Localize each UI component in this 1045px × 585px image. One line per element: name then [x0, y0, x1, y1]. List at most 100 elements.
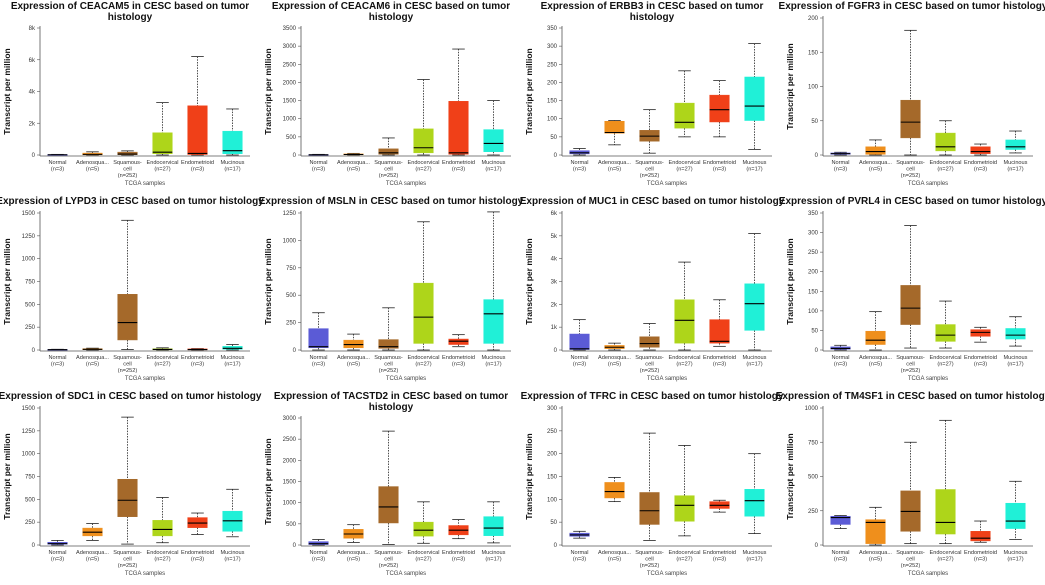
category-label-line: (n=3)	[191, 556, 204, 562]
category-label-line: (n=27)	[415, 166, 431, 172]
category-label: Endocervical (n=27)	[407, 160, 439, 172]
chart-title-line: histology	[369, 402, 414, 413]
y-axis-title: Transcript per million	[785, 238, 795, 324]
chart-panel: Expression of ERBB3 in CESC based on tum…	[522, 0, 783, 195]
y-tick-label: 0	[815, 543, 819, 549]
y-tick-label: 0	[293, 153, 297, 159]
chart-title-line: histology	[630, 12, 675, 23]
x-axis-title: TCGA samples	[125, 571, 165, 577]
category-label-line: (n=252)	[379, 173, 399, 179]
box-iqr	[674, 495, 695, 522]
category-label-line: (n=3)	[51, 361, 64, 367]
y-tick-label: 8k	[29, 26, 36, 32]
y-tick-label: 1500	[283, 480, 297, 486]
y-tick-label: 150	[547, 475, 558, 481]
y-tick-label: 2500	[283, 62, 297, 68]
y-tick-label: 1500	[22, 211, 36, 217]
category-label: Squamous-cell (n=252)	[635, 355, 664, 374]
box-iqr	[378, 486, 399, 524]
box-iqr	[674, 102, 695, 129]
category-label-line: (n=17)	[224, 361, 240, 367]
category-label-line: (n=252)	[640, 563, 660, 569]
y-tick-label: 2500	[283, 437, 297, 443]
box-iqr	[117, 478, 138, 517]
category-label-line: (n=5)	[869, 166, 882, 172]
category-label-line: Endocervical	[668, 355, 700, 361]
category-label-line: (n=27)	[676, 166, 692, 172]
category-label: Squamous-cell (n=252)	[896, 550, 925, 569]
y-tick-label: 0	[32, 543, 36, 549]
x-axis-title: TCGA samples	[386, 376, 426, 382]
chart-svg: Expression of CEACAM6 in CESC based on t…	[263, 1, 511, 187]
category-label: Adenosqua... (n=5)	[859, 355, 892, 367]
category-label: Endometrioid (n=3)	[442, 355, 475, 367]
y-tick-label: 750	[25, 280, 36, 286]
chart-title-line: Expression of LYPD3 in CESC based on tum…	[0, 196, 264, 207]
chart-svg: Expression of TM4SF1 in CESC based on tu…	[776, 391, 1045, 577]
y-tick-label: 2000	[283, 80, 297, 86]
category-label-line: Normal	[48, 160, 66, 166]
box-iqr	[970, 531, 991, 542]
box-iqr	[222, 130, 243, 154]
category-label-line: (n=3)	[713, 556, 726, 562]
category-label-line: Endocervical	[146, 160, 178, 166]
category-label-line: (n=252)	[118, 173, 138, 179]
y-tick-label: 250	[286, 321, 297, 327]
box-iqr	[639, 492, 660, 525]
x-axis-title: TCGA samples	[125, 376, 165, 382]
category-label-line: Squamous-	[896, 160, 925, 166]
chart-title: Expression of MSLN in CESC based on tumo…	[259, 196, 524, 207]
category-label-line: cell	[645, 166, 653, 172]
category-label-line: (n=17)	[746, 556, 762, 562]
y-tick-label: 1000	[283, 117, 297, 123]
category-label: Mucinous (n=17)	[221, 550, 245, 562]
category-label-line: Adenosqua...	[76, 160, 109, 166]
category-label-line: Squamous-	[635, 550, 664, 556]
category-label-line: (n=3)	[573, 556, 586, 562]
category-label-line: Mucinous	[743, 160, 767, 166]
box-iqr	[604, 121, 625, 134]
box-iqr	[413, 128, 434, 154]
y-tick-label: 200	[547, 80, 558, 86]
y-tick-label: 4k	[29, 90, 36, 96]
category-label: Endometrioid (n=3)	[964, 355, 997, 367]
y-tick-label: 0	[815, 153, 819, 159]
category-label-line: Mucinous	[482, 550, 506, 556]
chart-title: Expression of LYPD3 in CESC based on tum…	[0, 196, 264, 207]
category-label: Mucinous (n=17)	[221, 160, 245, 172]
box-iqr	[1005, 139, 1026, 150]
category-label: Endocervical (n=27)	[146, 160, 178, 172]
chart-svg: Expression of TFRC in CESC based on tumo…	[521, 391, 784, 577]
chart-title: Expression of TM4SF1 in CESC based on tu…	[776, 391, 1045, 402]
y-tick-label: 4k	[551, 257, 558, 263]
category-label-line: Endometrioid	[964, 550, 997, 556]
chart-title-line: Expression of TFRC in CESC based on tumo…	[521, 391, 784, 402]
chart-svg: Expression of FGFR3 in CESC based on tum…	[779, 1, 1045, 187]
y-tick-label: 500	[286, 135, 297, 141]
chart-svg: Expression of MSLN in CESC based on tumo…	[259, 196, 524, 382]
y-tick-label: 5k	[551, 234, 558, 240]
y-tick-label: 250	[547, 429, 558, 435]
category-label: Normal (n=3)	[831, 160, 849, 172]
category-label: Endocervical (n=27)	[146, 550, 178, 562]
category-label: Squamous-cell (n=252)	[635, 160, 664, 179]
box-iqr	[674, 299, 695, 344]
category-label: Squamous-cell (n=252)	[113, 160, 142, 179]
chart-panel: Expression of LYPD3 in CESC based on tum…	[0, 195, 264, 390]
category-label-line: (n=252)	[118, 563, 138, 569]
chart-title: Expression of TFRC in CESC based on tumo…	[521, 391, 784, 402]
category-label-line: (n=252)	[640, 368, 660, 374]
y-tick-label: 50	[550, 135, 557, 141]
box-iqr	[378, 148, 399, 155]
category-label-line: Adenosqua...	[337, 355, 370, 361]
x-axis-title: TCGA samples	[647, 376, 687, 382]
y-tick-label: 1250	[22, 429, 36, 435]
category-label: Adenosqua... (n=5)	[337, 355, 370, 367]
y-tick-label: 1500	[22, 406, 36, 412]
category-label-line: Squamous-	[374, 160, 403, 166]
category-label-line: Endocervical	[929, 355, 961, 361]
category-label-line: (n=27)	[676, 361, 692, 367]
y-tick-label: 100	[547, 117, 558, 123]
chart-panel: Expression of FGFR3 in CESC based on tum…	[779, 0, 1045, 195]
chart-title-line: Expression of CEACAM6 in CESC based on t…	[272, 1, 510, 12]
